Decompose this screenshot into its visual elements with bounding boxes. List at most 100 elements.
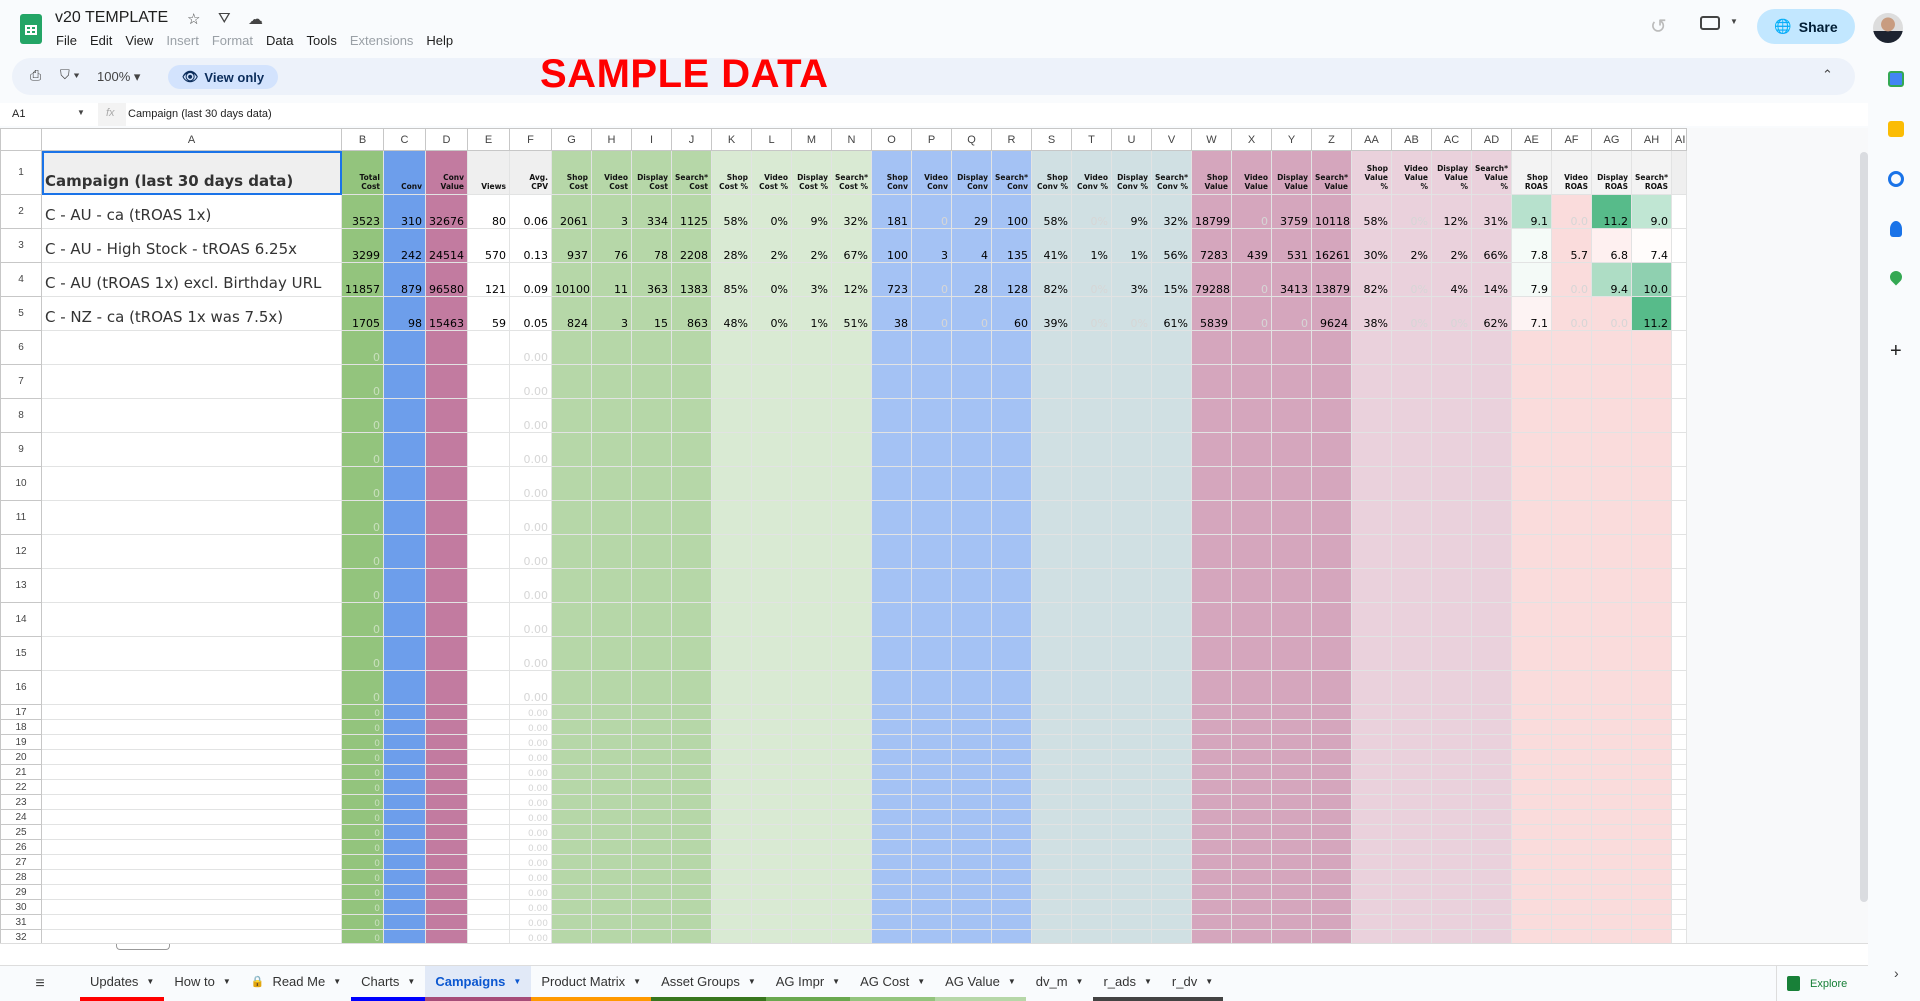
- cell-E22[interactable]: [467, 779, 510, 795]
- cell-AD29[interactable]: [1471, 884, 1512, 900]
- cell-Y23[interactable]: [1271, 794, 1312, 810]
- cell-AF1[interactable]: Video ROAS: [1551, 150, 1592, 195]
- cell-Y32[interactable]: [1271, 929, 1312, 943]
- cell-Y17[interactable]: [1271, 704, 1312, 720]
- explore-button[interactable]: Explore: [1776, 965, 1868, 1001]
- column-header-Z[interactable]: Z: [1311, 128, 1352, 151]
- cell-J25[interactable]: [671, 824, 712, 840]
- cell-V15[interactable]: [1151, 636, 1192, 671]
- cell-K27[interactable]: [711, 854, 752, 870]
- zoom-select[interactable]: 100% ▾: [97, 69, 141, 84]
- cell-C24[interactable]: [383, 809, 426, 825]
- cell-P30[interactable]: [911, 899, 952, 915]
- cell-AH14[interactable]: [1631, 602, 1672, 637]
- cell-AI1[interactable]: [1671, 150, 1687, 195]
- cell-H27[interactable]: [591, 854, 632, 870]
- cell-L15[interactable]: [751, 636, 792, 671]
- column-header-B[interactable]: B: [341, 128, 384, 151]
- cell-G31[interactable]: [551, 914, 592, 930]
- cell-V4[interactable]: 15%: [1151, 262, 1192, 297]
- cell-X20[interactable]: [1231, 749, 1272, 765]
- cell-K5[interactable]: 48%: [711, 296, 752, 331]
- cell-AB21[interactable]: [1391, 764, 1432, 780]
- cell-AH11[interactable]: [1631, 500, 1672, 535]
- cell-J28[interactable]: [671, 869, 712, 885]
- cell-AH16[interactable]: [1631, 670, 1672, 705]
- cell-U30[interactable]: [1111, 899, 1152, 915]
- cell-Y14[interactable]: [1271, 602, 1312, 637]
- cell-AB23[interactable]: [1391, 794, 1432, 810]
- cell-M5[interactable]: 1%: [791, 296, 832, 331]
- cell-N27[interactable]: [831, 854, 872, 870]
- cell-K12[interactable]: [711, 534, 752, 569]
- cell-L28[interactable]: [751, 869, 792, 885]
- cell-AF8[interactable]: [1551, 398, 1592, 433]
- cell-R25[interactable]: [991, 824, 1032, 840]
- cell-O11[interactable]: [871, 500, 912, 535]
- cell-U21[interactable]: [1111, 764, 1152, 780]
- cell-U5[interactable]: 0%: [1111, 296, 1152, 331]
- cell-A31[interactable]: [41, 914, 342, 930]
- horizontal-scrollbar[interactable]: [0, 943, 1868, 965]
- cell-F10[interactable]: 0.00: [509, 466, 552, 501]
- cell-O14[interactable]: [871, 602, 912, 637]
- cell-G8[interactable]: [551, 398, 592, 433]
- cell-AA4[interactable]: 82%: [1351, 262, 1392, 297]
- cell-AI4[interactable]: [1671, 262, 1687, 297]
- cell-R11[interactable]: [991, 500, 1032, 535]
- cell-AF15[interactable]: [1551, 636, 1592, 671]
- cell-V13[interactable]: [1151, 568, 1192, 603]
- cell-E12[interactable]: [467, 534, 510, 569]
- cell-O19[interactable]: [871, 734, 912, 750]
- cell-AB25[interactable]: [1391, 824, 1432, 840]
- name-box-dropdown-icon[interactable]: ▼: [77, 108, 85, 117]
- cell-I3[interactable]: 78: [631, 228, 672, 263]
- cell-Y26[interactable]: [1271, 839, 1312, 855]
- cell-N18[interactable]: [831, 719, 872, 735]
- cell-C4[interactable]: 879: [383, 262, 426, 297]
- meet-dropdown-icon[interactable]: ▼: [1730, 17, 1738, 26]
- cell-J24[interactable]: [671, 809, 712, 825]
- cell-A22[interactable]: [41, 779, 342, 795]
- cell-O5[interactable]: 38: [871, 296, 912, 331]
- cell-AC25[interactable]: [1431, 824, 1472, 840]
- cell-J1[interactable]: Search* Cost: [671, 150, 712, 195]
- cell-V28[interactable]: [1151, 869, 1192, 885]
- select-all-corner[interactable]: [0, 128, 42, 151]
- cell-U24[interactable]: [1111, 809, 1152, 825]
- cell-O6[interactable]: [871, 330, 912, 365]
- cell-J31[interactable]: [671, 914, 712, 930]
- cell-AI16[interactable]: [1671, 670, 1687, 705]
- cell-AE18[interactable]: [1511, 719, 1552, 735]
- tab-dropdown-icon[interactable]: ▼: [222, 977, 231, 986]
- cell-S14[interactable]: [1031, 602, 1072, 637]
- cell-AH1[interactable]: Search* ROAS: [1631, 150, 1672, 195]
- cell-T15[interactable]: [1071, 636, 1112, 671]
- cell-O23[interactable]: [871, 794, 912, 810]
- cell-O13[interactable]: [871, 568, 912, 603]
- cell-U17[interactable]: [1111, 704, 1152, 720]
- cell-I4[interactable]: 363: [631, 262, 672, 297]
- cell-AC20[interactable]: [1431, 749, 1472, 765]
- row-header-26[interactable]: 26: [0, 839, 42, 855]
- cell-I12[interactable]: [631, 534, 672, 569]
- tab-dropdown-icon[interactable]: ▼: [633, 977, 642, 986]
- cell-AB14[interactable]: [1391, 602, 1432, 637]
- cell-Y1[interactable]: Display Value: [1271, 150, 1312, 195]
- cell-AB5[interactable]: 0%: [1391, 296, 1432, 331]
- cell-Q15[interactable]: [951, 636, 992, 671]
- column-header-H[interactable]: H: [591, 128, 632, 151]
- cell-B27[interactable]: 0: [341, 854, 384, 870]
- cell-V17[interactable]: [1151, 704, 1192, 720]
- cell-AD22[interactable]: [1471, 779, 1512, 795]
- cloud-saved-icon[interactable]: ☁: [248, 11, 263, 28]
- cell-AI21[interactable]: [1671, 764, 1687, 780]
- cell-R4[interactable]: 128: [991, 262, 1032, 297]
- cell-AF4[interactable]: 0.0: [1551, 262, 1592, 297]
- cell-AI30[interactable]: [1671, 899, 1687, 915]
- cell-M9[interactable]: [791, 432, 832, 467]
- cell-V8[interactable]: [1151, 398, 1192, 433]
- tab-how-to[interactable]: How to ▼: [164, 966, 240, 1001]
- cell-W10[interactable]: [1191, 466, 1232, 501]
- column-header-AC[interactable]: AC: [1431, 128, 1472, 151]
